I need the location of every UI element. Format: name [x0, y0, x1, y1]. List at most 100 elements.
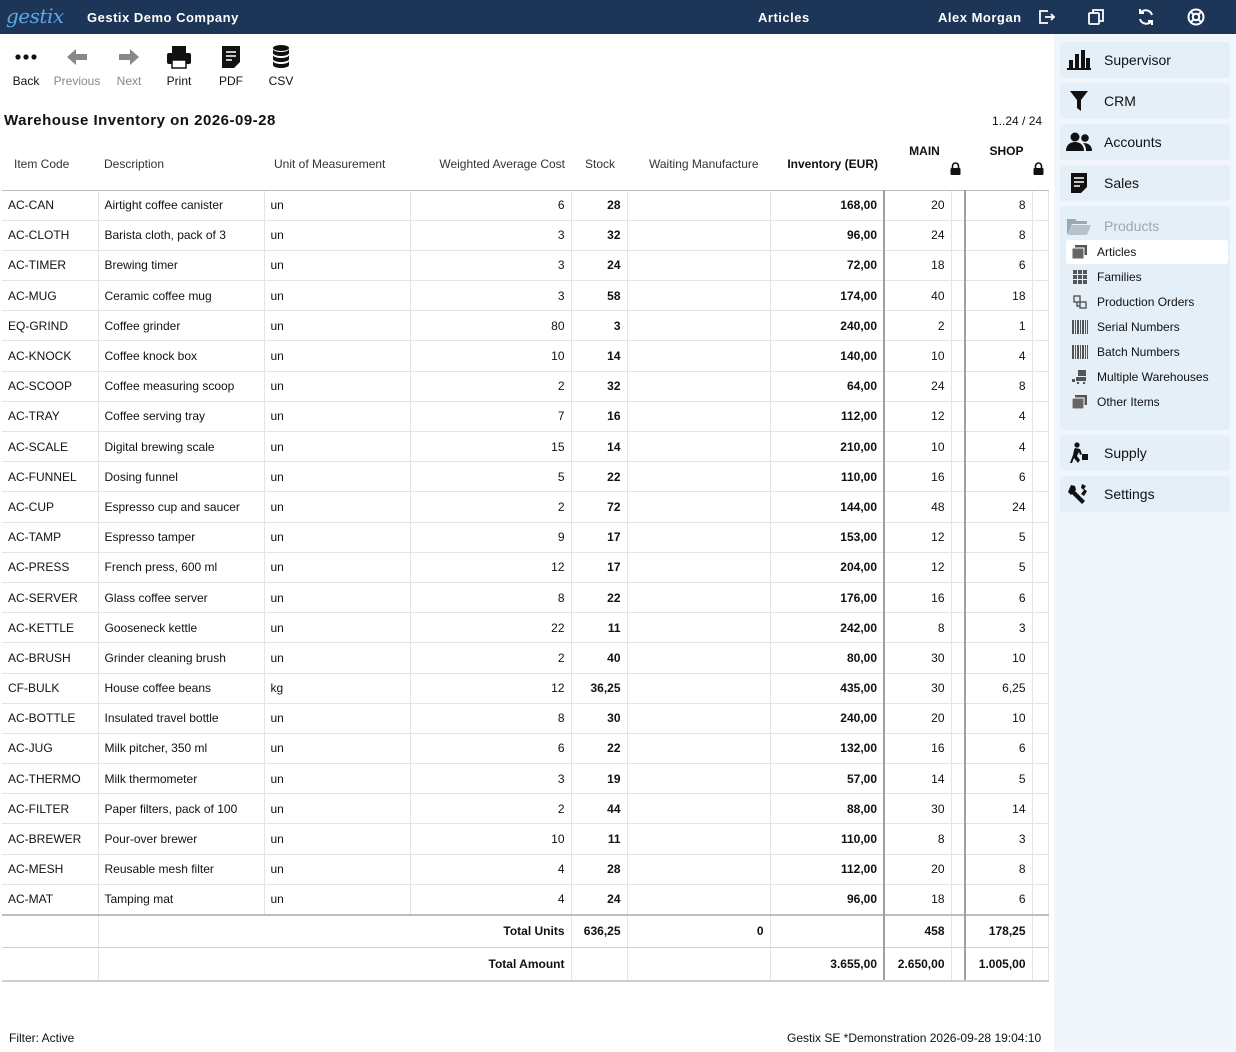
back-label: Back [12, 74, 40, 88]
table-row[interactable]: AC-CUP Espresso cup and saucer un 2 72 144,00… [2, 491, 1049, 523]
sidebar-item-settings[interactable]: Settings [1060, 476, 1230, 512]
cell-unit: kg [264, 673, 411, 704]
table-row[interactable]: AC-MAT Tamping mat un 4 24 96,00 18 6 [2, 884, 1049, 916]
sidebar-sub-multiple-warehouses[interactable]: Multiple Warehouses [1066, 365, 1228, 389]
cell-lock [1032, 371, 1049, 402]
cell-weighted-average-cost: 3 [410, 250, 572, 282]
table-row[interactable]: AC-CLOTH Barista cloth, pack of 3 un 3 32 96,… [2, 220, 1049, 251]
cell-inventory: 110,00 [770, 823, 885, 855]
col-weighted-average-cost[interactable]: Weighted Average Cost [410, 138, 571, 191]
cell-lock [951, 552, 967, 583]
sidebar-sub-families[interactable]: Families [1066, 265, 1228, 289]
table-row[interactable]: AC-MESH Reusable mesh filter un 4 28 112,00 20… [2, 854, 1049, 885]
cell-item-code: AC-MESH [2, 854, 99, 885]
cell-waiting-manufacture [627, 371, 771, 402]
table-row[interactable]: AC-BREWER Pour-over brewer un 10 11 110,00 8 3 [2, 823, 1049, 855]
previous-button[interactable]: Previous [52, 44, 102, 88]
table-row[interactable]: AC-JUG Milk pitcher, 350 ml un 6 22 132,00 16 6 [2, 733, 1049, 765]
col-warehouse-main[interactable]: MAIN [884, 138, 966, 191]
col-inventory[interactable]: Inventory (EUR) [770, 138, 884, 191]
tools-icon [1066, 482, 1092, 506]
table-row[interactable]: AC-THERMO Milk thermometer un 3 19 57,00 14 5 [2, 763, 1049, 795]
cell-lock [1032, 250, 1049, 282]
col-stock[interactable]: Stock [571, 138, 627, 191]
cell-description: Grinder cleaning brush [98, 642, 265, 674]
sidebar-sub-label: Other Items [1097, 395, 1160, 409]
cell-item-code: AC-TAMP [2, 522, 99, 553]
copy-window-icon[interactable] [1086, 7, 1106, 27]
help-lifebuoy-icon[interactable] [1186, 7, 1206, 27]
col-unit[interactable]: Unit of Measurement [264, 138, 410, 191]
sidebar-label: Products [1104, 218, 1160, 234]
col-waiting-manufacture[interactable]: Waiting Manufacture [627, 138, 770, 191]
cell-description: Coffee measuring scoop [98, 371, 265, 402]
lock-icon[interactable] [1033, 162, 1044, 178]
cell-inventory: 112,00 [770, 401, 885, 433]
table-row[interactable]: AC-TIMER Brewing timer un 3 24 72,00 18 6 [2, 250, 1049, 282]
col-warehouse-shop[interactable]: SHOP [965, 138, 1049, 191]
cell-lock [951, 793, 967, 825]
sidebar-item-accounts[interactable]: Accounts [1060, 124, 1230, 160]
sidebar-item-supervisor[interactable]: Supervisor [1060, 42, 1230, 78]
table-row[interactable]: AC-KETTLE Gooseneck kettle un 22 11 242,00 8 3 [2, 612, 1049, 644]
table-row[interactable]: AC-FILTER Paper filters, pack of 100 un 2 44… [2, 793, 1049, 825]
col-description[interactable]: Description [98, 138, 264, 191]
sidebar-sub-other-items[interactable]: Other Items [1066, 390, 1228, 414]
cell-lock [951, 854, 967, 885]
table-row[interactable]: AC-BOTTLE Insulated travel bottle un 8 30 240… [2, 703, 1049, 734]
table-row[interactable]: AC-KNOCK Coffee knock box un 10 14 140,00 10 4 [2, 340, 1049, 372]
cell-inventory: 88,00 [770, 793, 885, 825]
table-row[interactable]: AC-SERVER Glass coffee server un 8 22 176,00 1… [2, 582, 1049, 614]
sidebar-item-supply[interactable]: Supply [1060, 435, 1230, 471]
sidebar-sub-production-orders[interactable]: Production Orders [1066, 290, 1228, 314]
user-name[interactable]: Alex Morgan [938, 10, 1022, 25]
cell-unit: un [264, 763, 411, 795]
logout-icon[interactable] [1036, 7, 1056, 27]
cell-inventory: 435,00 [770, 673, 885, 704]
table-row[interactable]: AC-TRAY Coffee serving tray un 7 16 112,00 12 4 [2, 401, 1049, 433]
cell-stock: 17 [571, 522, 628, 553]
next-button[interactable]: Next [104, 44, 154, 88]
back-button[interactable]: Back [1, 44, 51, 88]
sidebar-item-sales[interactable]: Sales [1060, 165, 1230, 201]
table-row[interactable]: AC-PRESS French press, 600 ml un 12 17 204,00… [2, 552, 1049, 583]
table-row[interactable]: EQ-GRIND Coffee grinder un 80 3 240,00 2 1 [2, 310, 1049, 342]
table-row[interactable]: AC-TAMP Espresso tamper un 9 17 153,00 12 5 [2, 522, 1049, 553]
cell-lock [1032, 642, 1049, 674]
cell-unit: un [264, 461, 411, 493]
pdf-button[interactable]: PDF [206, 44, 256, 88]
table-row[interactable]: CF-BULK House coffee beans kg 12 36,25 435,00… [2, 673, 1049, 704]
sidebar-item-products[interactable]: Products [1060, 214, 1159, 238]
cell-main: 20 [884, 703, 952, 734]
sidebar-item-crm[interactable]: CRM [1060, 83, 1230, 119]
table-row[interactable]: AC-BRUSH Grinder cleaning brush un 2 40 80,00… [2, 642, 1049, 674]
csv-button[interactable]: CSV [256, 44, 306, 88]
cell-inventory: 112,00 [770, 854, 885, 885]
lock-icon[interactable] [950, 162, 961, 178]
cell-lock [1032, 461, 1049, 493]
table-row[interactable]: AC-CAN Airtight coffee canister un 6 28 168,0… [2, 190, 1049, 221]
cell-item-code: AC-MUG [2, 280, 99, 312]
cell-main: 10 [884, 431, 952, 463]
refresh-icon[interactable] [1136, 7, 1156, 27]
table-row[interactable]: AC-SCOOP Coffee measuring scoop un 2 32 64,00… [2, 371, 1049, 402]
cell-item-code: AC-SCOOP [2, 371, 99, 402]
cell-main: 30 [884, 642, 952, 674]
table-row[interactable]: AC-MUG Ceramic coffee mug un 3 58 174,00 40 18 [2, 280, 1049, 312]
cell-shop: 4 [965, 340, 1033, 372]
print-label: Print [166, 74, 192, 88]
sidebar-sub-batch-numbers[interactable]: Batch Numbers [1066, 340, 1228, 364]
gestix-logo[interactable]: gestix [6, 4, 64, 28]
cell-unit: un [264, 190, 411, 221]
cell-main: 30 [884, 673, 952, 704]
cell-unit: un [264, 371, 411, 402]
cell-item-code: AC-CLOTH [2, 220, 99, 251]
col-item-code[interactable]: Item Code [2, 138, 98, 191]
cell-item-code: AC-SERVER [2, 582, 99, 614]
cell-shop: 6 [965, 733, 1033, 765]
table-row[interactable]: AC-FUNNEL Dosing funnel un 5 22 110,00 16 6 [2, 461, 1049, 493]
table-row[interactable]: AC-SCALE Digital brewing scale un 15 14 210,0… [2, 431, 1049, 463]
sidebar-sub-articles[interactable]: Articles [1066, 240, 1228, 264]
sidebar-sub-serial-numbers[interactable]: Serial Numbers [1066, 315, 1228, 339]
print-button[interactable]: Print [154, 44, 204, 88]
